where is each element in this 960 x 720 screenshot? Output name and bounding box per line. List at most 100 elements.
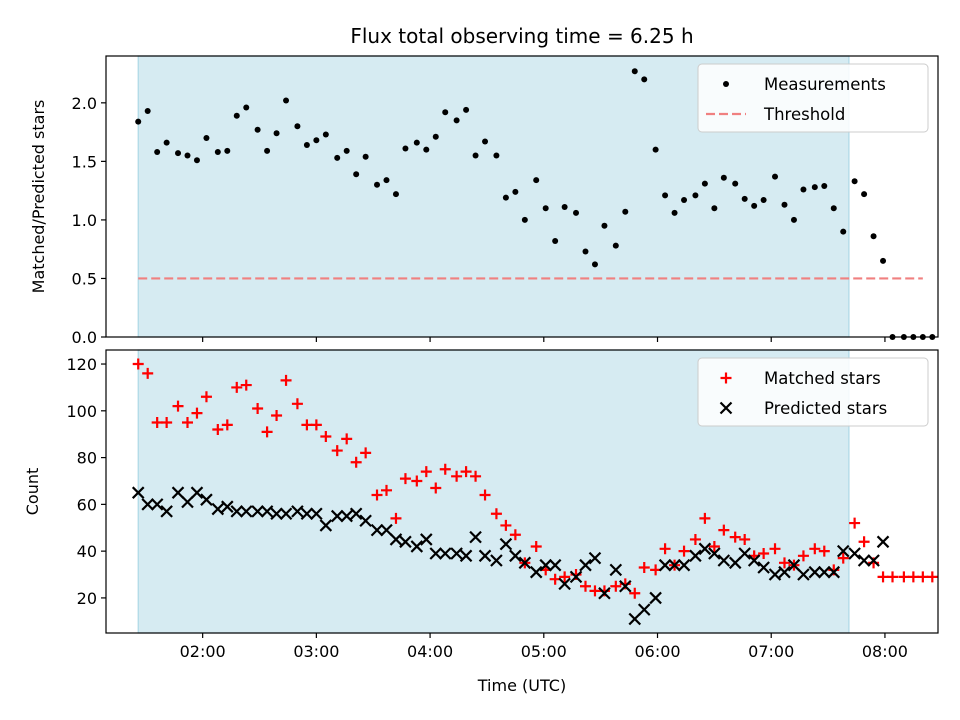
measurement-point: [760, 197, 767, 204]
measurement-point: [622, 208, 629, 215]
y-tick-label: 120: [66, 355, 97, 374]
x-axis-label: Time (UTC): [477, 676, 566, 695]
matched-star-point: [638, 562, 650, 574]
matched-star-point: [500, 519, 512, 531]
matched-star-point: [509, 529, 521, 541]
measurement-point: [502, 194, 509, 201]
legend-label: Measurements: [764, 75, 886, 94]
predicted-star-point: [131, 486, 145, 499]
measurement-point: [334, 154, 341, 161]
predicted-star-point: [251, 505, 264, 518]
predicted-star-point: [469, 530, 482, 544]
measurement-point: [811, 184, 818, 191]
measurement-point: [493, 152, 500, 159]
measurement-point: [880, 257, 887, 264]
matched-star-point: [240, 379, 252, 391]
matched-star-point: [439, 463, 451, 475]
measurement-point: [772, 173, 779, 180]
predicted-star-point: [171, 486, 185, 499]
axes-frame: [105, 349, 939, 634]
measurement-point: [591, 261, 598, 268]
legend-label: Matched stars: [764, 369, 881, 388]
measurement-point: [573, 209, 580, 216]
matched-star-point: [291, 398, 303, 410]
measurement-point: [413, 139, 420, 146]
predicted-star-point: [728, 556, 742, 570]
legend-marker-matched: [720, 372, 732, 384]
predicted-star-point: [818, 565, 831, 579]
matched-star-point: [849, 517, 861, 529]
matched-star-point: [231, 381, 243, 393]
predicted-star-point: [529, 565, 543, 579]
measurement-point: [671, 209, 678, 216]
measurement-point: [582, 248, 589, 255]
measurement-point: [322, 131, 329, 138]
y-axis-label: Matched/Predicted stars: [29, 100, 48, 294]
predicted-star-point: [609, 563, 623, 577]
matched-star-point: [778, 557, 790, 569]
measurement-point: [790, 216, 797, 223]
measurement-point: [512, 188, 519, 195]
measurement-point: [482, 138, 489, 145]
measurement-point: [741, 195, 748, 202]
matched-star-point: [479, 489, 491, 501]
measurement-point: [175, 150, 182, 157]
matched-star-point: [739, 533, 751, 545]
y-tick-label: 1.5: [72, 152, 97, 171]
matched-star-point: [420, 466, 432, 478]
matched-star-point: [926, 571, 938, 583]
matched-star-point: [271, 409, 283, 421]
predicted-star-point: [221, 500, 234, 513]
predicted-star-point: [619, 579, 632, 593]
y-tick-label: 100: [66, 402, 97, 421]
matched-star-point: [341, 433, 353, 445]
measurement-point: [303, 141, 310, 148]
measurement-point: [720, 174, 727, 181]
predicted-star-point: [717, 554, 731, 567]
matched-star-point: [200, 391, 212, 403]
measurement-point: [374, 181, 381, 188]
chart-title: Flux total observing time = 6.25 h: [350, 24, 693, 48]
measurement-point: [233, 112, 240, 119]
measurement-point: [552, 237, 559, 244]
predicted-star-point: [509, 549, 522, 563]
matched-star-point: [380, 484, 392, 496]
x-tick-label: 08:00: [862, 642, 908, 661]
matched-star-point: [907, 571, 919, 583]
measurement-point: [184, 152, 191, 159]
matched-star-point: [898, 571, 910, 583]
y-tick-label: 1.0: [72, 211, 97, 230]
matched-star-point: [629, 587, 641, 599]
predicted-star-point: [291, 505, 304, 518]
matched-star-point: [451, 470, 463, 482]
predicted-star-point: [200, 493, 213, 506]
y-tick-label: 80: [77, 449, 97, 468]
predicted-star-point: [778, 565, 791, 579]
y-tick-label: 0.5: [72, 269, 97, 288]
predicted-star-point: [787, 558, 801, 572]
predicted-star-point: [359, 514, 372, 528]
legend-box: [697, 357, 929, 427]
matched-star-point: [589, 585, 601, 597]
matched-star-point: [559, 571, 571, 583]
matched-star-point: [837, 552, 849, 564]
measurement-point: [343, 147, 350, 154]
predicted-star-point: [797, 568, 810, 581]
predicted-star-point: [569, 570, 583, 584]
matched-star-point: [430, 482, 442, 494]
y-tick-label: 0.0: [72, 328, 97, 347]
measurement-point: [392, 191, 399, 198]
measurement-point: [353, 171, 360, 178]
measurement-point: [851, 178, 858, 185]
matched-star-point: [708, 540, 720, 552]
matched-star-point: [917, 571, 929, 583]
matched-star-point: [142, 367, 154, 379]
predicted-star-point: [429, 547, 443, 560]
matched-star-point: [678, 545, 690, 557]
predicted-star-point: [459, 549, 473, 563]
x-tick-label: 06:00: [634, 642, 680, 661]
predicted-star-point: [598, 586, 611, 600]
measurement-point: [214, 149, 221, 156]
measurement-point: [362, 153, 369, 160]
measurement-point: [533, 177, 540, 184]
